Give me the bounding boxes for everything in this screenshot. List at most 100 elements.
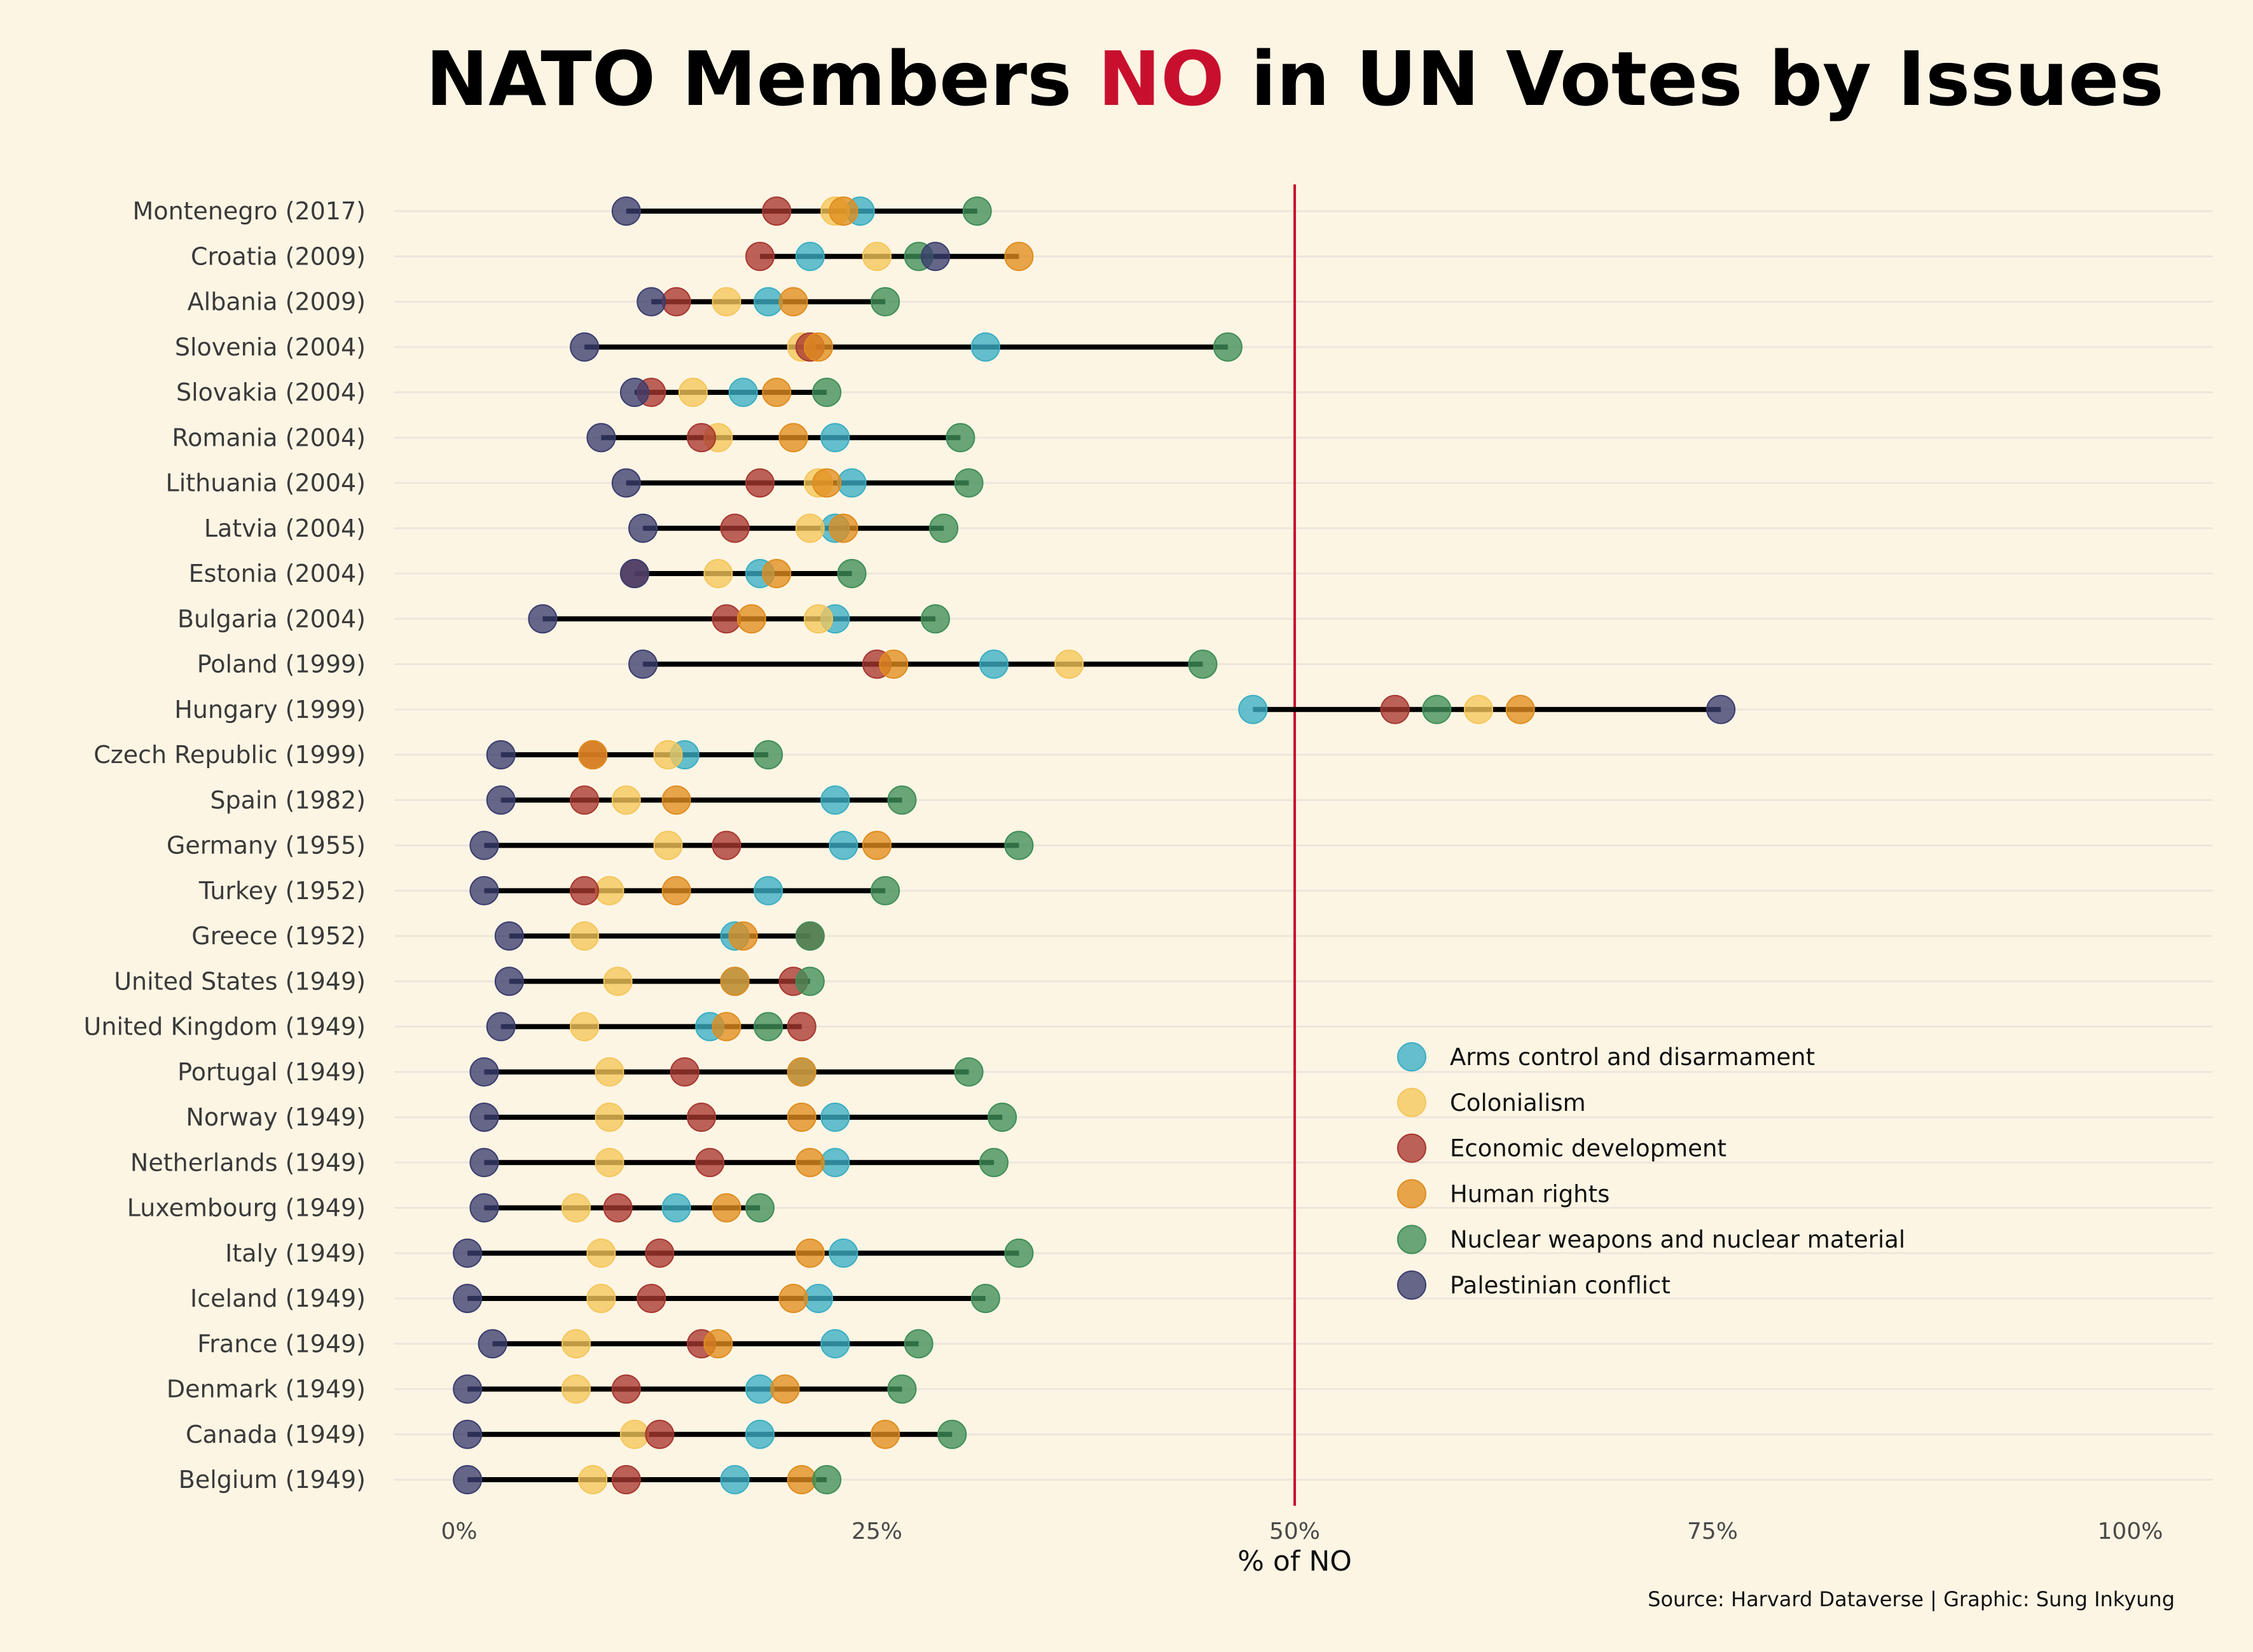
data-point [637, 287, 666, 317]
data-point [469, 830, 499, 860]
data-point [712, 830, 741, 860]
data-point [862, 830, 892, 860]
data-point [829, 830, 858, 860]
legend-label: Nuclear weapons and nuclear material [1450, 1226, 1905, 1253]
data-point [820, 785, 850, 815]
data-point [754, 876, 783, 905]
y-tick-label: Denmark (1949) [167, 1375, 366, 1403]
data-point [745, 242, 775, 272]
chart-title-prefix: NATO Members [425, 35, 1098, 123]
data-point [653, 740, 683, 769]
y-tick-label: Czech Republic (1999) [93, 741, 366, 769]
data-point [637, 1284, 666, 1313]
data-point [453, 1465, 483, 1494]
y-tick-label: Italy (1949) [225, 1239, 366, 1267]
data-point [1004, 1238, 1034, 1268]
legend-label: Palestinian conflict [1450, 1272, 1671, 1299]
data-point [787, 1465, 816, 1494]
data-point [754, 287, 783, 317]
data-point [820, 423, 850, 453]
data-point [1706, 694, 1736, 724]
data-point [1464, 694, 1494, 724]
y-tick-label: Luxembourg (1949) [127, 1194, 366, 1222]
y-tick-label: Spain (1982) [210, 786, 366, 814]
data-point [586, 423, 616, 453]
data-point [812, 378, 842, 407]
data-point [937, 1419, 967, 1449]
y-tick-label: Slovenia (2004) [175, 333, 366, 361]
data-point [494, 967, 524, 996]
data-point [469, 1148, 499, 1178]
data-point [611, 1465, 641, 1494]
legend-label: Economic development [1450, 1135, 1726, 1162]
data-point [804, 332, 834, 362]
y-tick-label: Canada (1949) [186, 1421, 366, 1449]
data-point [762, 559, 792, 588]
data-point [595, 1057, 624, 1087]
y-tick-label: United Kingdom (1949) [84, 1013, 366, 1041]
data-point [595, 876, 624, 905]
data-point [795, 513, 825, 543]
data-point [678, 378, 708, 407]
chart-title-highlight: NO [1098, 35, 1225, 123]
data-point [469, 876, 499, 905]
legend-label: Human rights [1450, 1180, 1609, 1208]
data-point [728, 921, 758, 951]
data-point [570, 876, 600, 905]
data-point [904, 1329, 934, 1359]
y-tick-label: Croatia (2009) [191, 242, 366, 270]
data-point [1380, 694, 1410, 724]
y-tick-label: Estonia (2004) [189, 560, 366, 588]
y-tick-label: United States (1949) [114, 967, 366, 995]
y-tick-label: Belgium (1949) [179, 1466, 366, 1494]
data-point [603, 967, 633, 996]
data-point [970, 1284, 1000, 1313]
legend-swatch [1397, 1270, 1426, 1300]
legend-swatch [1397, 1225, 1426, 1255]
data-point [570, 1012, 600, 1042]
data-point [578, 740, 608, 769]
x-tick-label: 75% [1687, 1518, 1738, 1545]
y-tick-label: Slovakia (2004) [176, 378, 366, 406]
source-note: Source: Harvard Dataverse | Graphic: Sun… [1648, 1587, 2175, 1611]
data-point [586, 1284, 616, 1313]
data-point [561, 1329, 591, 1359]
data-point [645, 1419, 675, 1449]
data-point [453, 1419, 483, 1449]
legend-swatch [1397, 1179, 1426, 1209]
data-point [820, 1148, 850, 1178]
data-point [586, 1238, 616, 1268]
data-point [804, 604, 834, 634]
data-point [778, 423, 808, 453]
data-point [653, 830, 683, 860]
data-point [712, 604, 741, 634]
data-point [486, 1012, 516, 1042]
data-point [837, 468, 867, 498]
y-tick-label: Turkey (1952) [198, 877, 366, 905]
data-point [1004, 830, 1034, 860]
data-point [469, 1103, 499, 1132]
legend-swatch [1397, 1042, 1426, 1071]
data-point [578, 1465, 608, 1494]
data-point [829, 513, 858, 543]
data-point [703, 1329, 733, 1359]
data-point [1054, 649, 1084, 679]
data-point [453, 1284, 483, 1313]
data-point [762, 378, 792, 407]
data-point [561, 1193, 591, 1223]
data-point [795, 1148, 825, 1178]
data-point [1505, 694, 1535, 724]
data-point [720, 513, 750, 543]
data-point [820, 1103, 850, 1132]
x-axis-ticks: 0% 25% 50% 75% 100% [441, 1518, 2163, 1545]
data-point [754, 740, 783, 769]
data-point [661, 785, 691, 815]
data-point [619, 378, 649, 407]
y-axis-labels: Montenegro (2017) Croatia (2009) Albania (… [84, 197, 366, 1494]
y-tick-label: Iceland (1949) [190, 1284, 366, 1312]
data-point [745, 1193, 775, 1223]
x-tick-label: 50% [1269, 1518, 1320, 1545]
data-point [829, 1238, 858, 1268]
